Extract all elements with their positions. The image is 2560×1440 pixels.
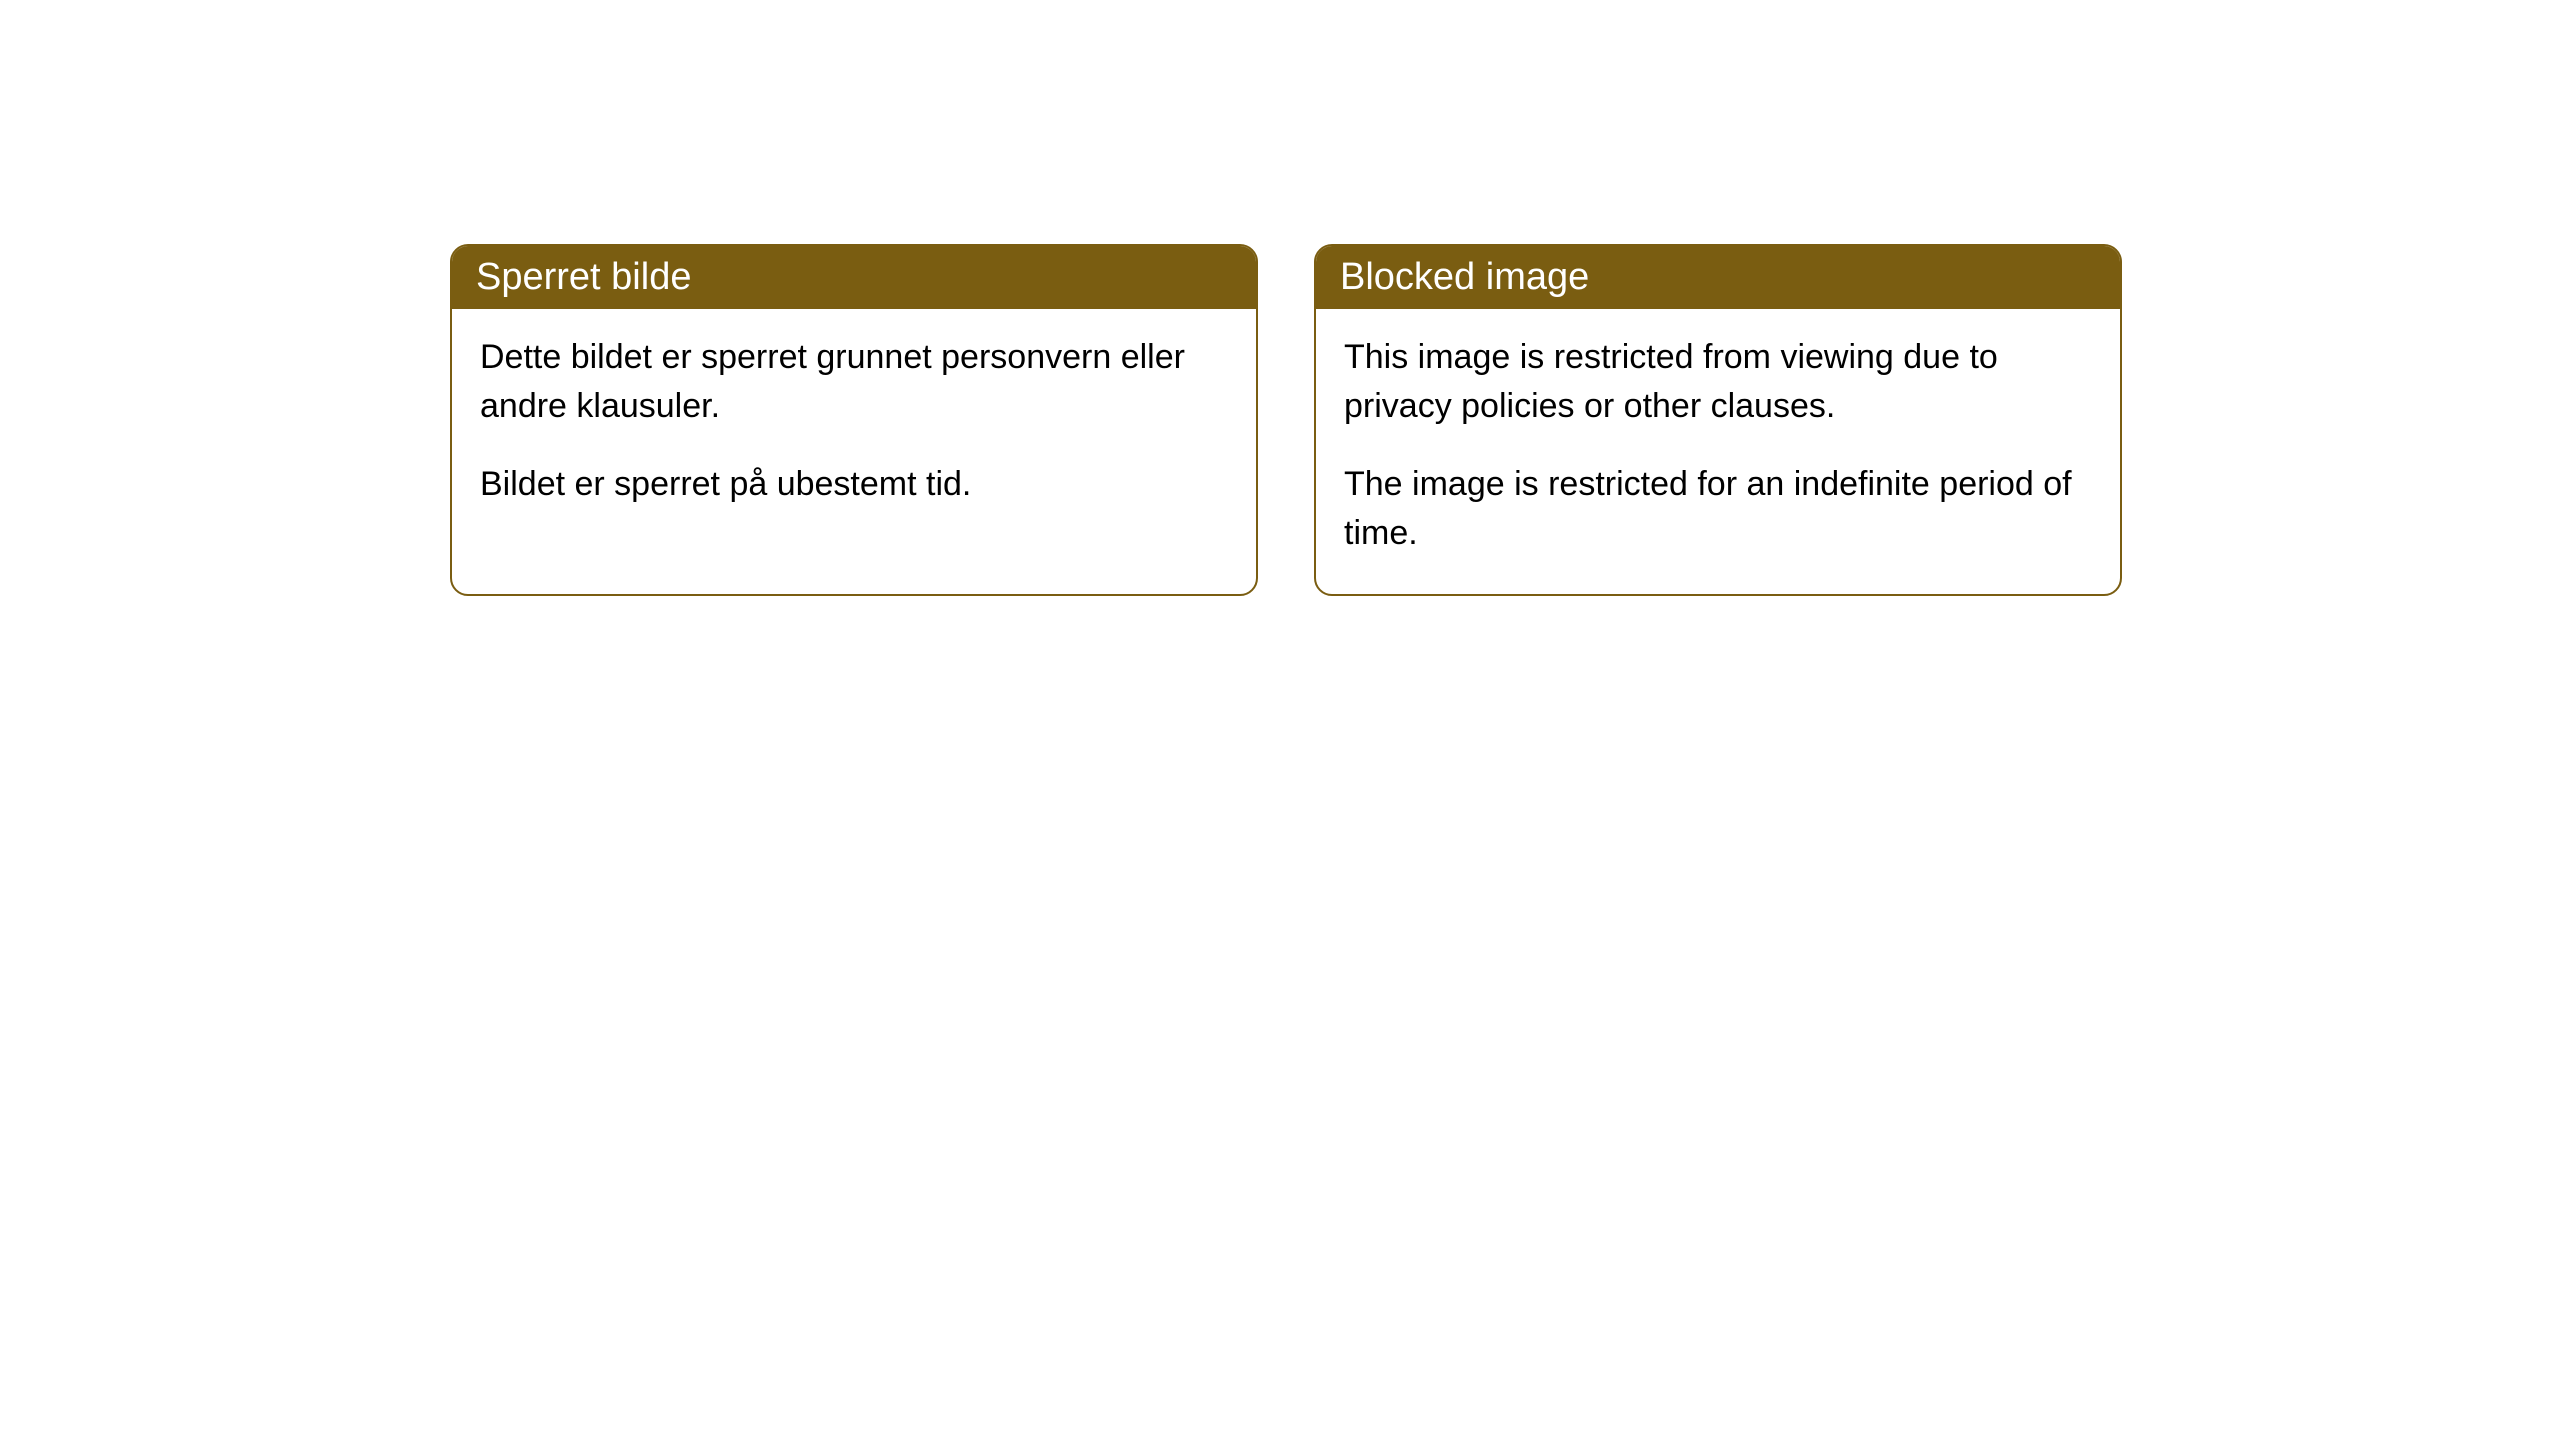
card-header-english: Blocked image [1316, 246, 2120, 309]
card-body-norwegian: Dette bildet er sperret grunnet personve… [452, 309, 1256, 545]
card-paragraph-1: This image is restricted from viewing du… [1344, 333, 2092, 432]
blocked-image-card-norwegian: Sperret bilde Dette bildet er sperret gr… [450, 244, 1258, 596]
blocked-image-card-english: Blocked image This image is restricted f… [1314, 244, 2122, 596]
card-header-norwegian: Sperret bilde [452, 246, 1256, 309]
cards-container: Sperret bilde Dette bildet er sperret gr… [0, 0, 2560, 596]
card-paragraph-2: The image is restricted for an indefinit… [1344, 460, 2092, 559]
card-paragraph-2: Bildet er sperret på ubestemt tid. [480, 460, 1228, 509]
card-body-english: This image is restricted from viewing du… [1316, 309, 2120, 594]
card-paragraph-1: Dette bildet er sperret grunnet personve… [480, 333, 1228, 432]
